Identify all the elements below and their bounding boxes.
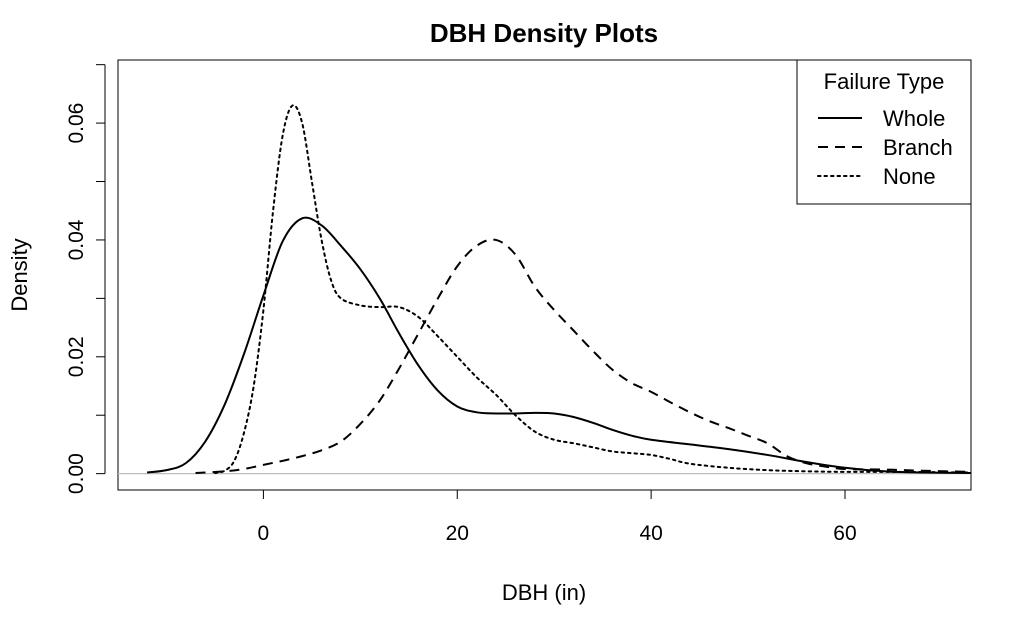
y-tick-label: 0.00	[65, 453, 88, 494]
series-line-whole	[146, 216, 971, 475]
series-line-none	[213, 104, 971, 475]
x-tick-label: 0	[258, 522, 270, 545]
x-axis-label: DBH (in)	[502, 580, 586, 605]
y-axis-label: Density	[7, 238, 32, 311]
legend: Failure Type Whole Branch None	[796, 59, 972, 205]
x-tick-label: 60	[833, 522, 856, 545]
series-line-branch	[195, 238, 971, 475]
x-axis: 0 20 40 60	[258, 490, 857, 545]
x-tick-label: 40	[639, 522, 662, 545]
chart-title: DBH Density Plots	[430, 18, 658, 48]
legend-box	[796, 59, 972, 205]
plot-frame	[117, 59, 972, 491]
y-tick-label: 0.02	[65, 336, 88, 377]
legend-label-whole: Whole	[883, 106, 945, 131]
legend-entries: Whole Branch None	[817, 106, 953, 189]
legend-label-branch: Branch	[883, 135, 953, 160]
series-layer	[146, 104, 971, 475]
y-axis: 0.00 0.02 0.04 0.06	[65, 64, 106, 494]
legend-title: Failure Type	[824, 69, 945, 94]
y-tick-label: 0.04	[65, 219, 88, 260]
x-tick-label: 20	[446, 522, 469, 545]
y-tick-label: 0.06	[65, 103, 88, 144]
legend-label-none: None	[883, 164, 936, 189]
